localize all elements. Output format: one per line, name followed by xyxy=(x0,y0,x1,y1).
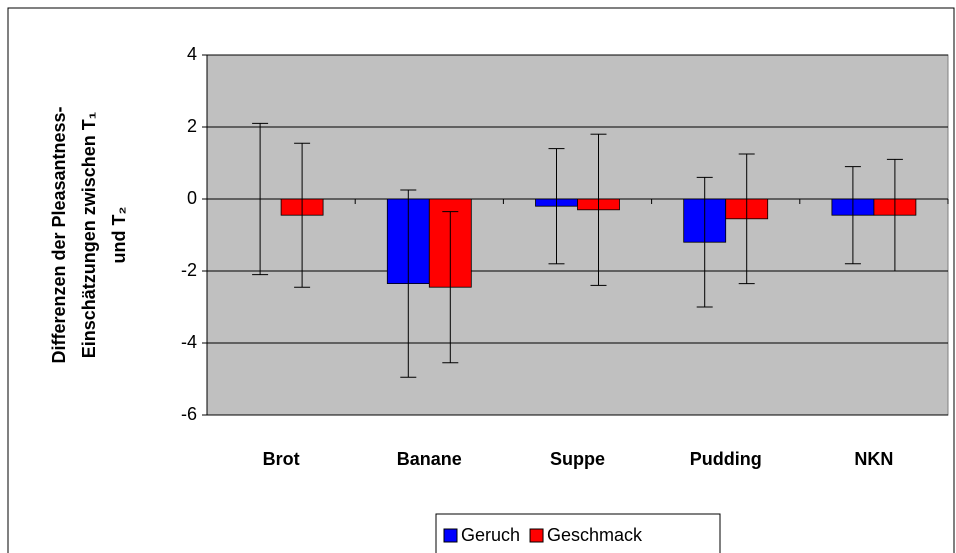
y-axis-label: und T₂ xyxy=(109,207,129,264)
y-axis-label: Differenzen der Pleasantness- xyxy=(49,106,69,363)
legend-label: Geruch xyxy=(461,525,520,545)
y-tick-label: 2 xyxy=(187,116,197,136)
legend-box xyxy=(435,513,721,553)
x-tick-label: NKN xyxy=(854,449,893,469)
y-tick-label: -6 xyxy=(181,404,197,424)
y-tick-label: 0 xyxy=(187,188,197,208)
x-tick-label: Pudding xyxy=(690,449,762,469)
y-tick-label: -2 xyxy=(181,260,197,280)
y-tick-label: 4 xyxy=(187,44,197,64)
x-tick-label: Banane xyxy=(397,449,462,469)
legend-swatch xyxy=(529,528,544,543)
legend-label: Geschmack xyxy=(547,525,643,545)
plot-area xyxy=(206,54,949,416)
y-axis-label: Einschätzungen zwischen T₁ xyxy=(79,112,99,358)
x-tick-label: Suppe xyxy=(550,449,605,469)
x-tick-label: Brot xyxy=(263,449,300,469)
y-tick-label: -4 xyxy=(181,332,197,352)
legend-swatch xyxy=(443,528,458,543)
